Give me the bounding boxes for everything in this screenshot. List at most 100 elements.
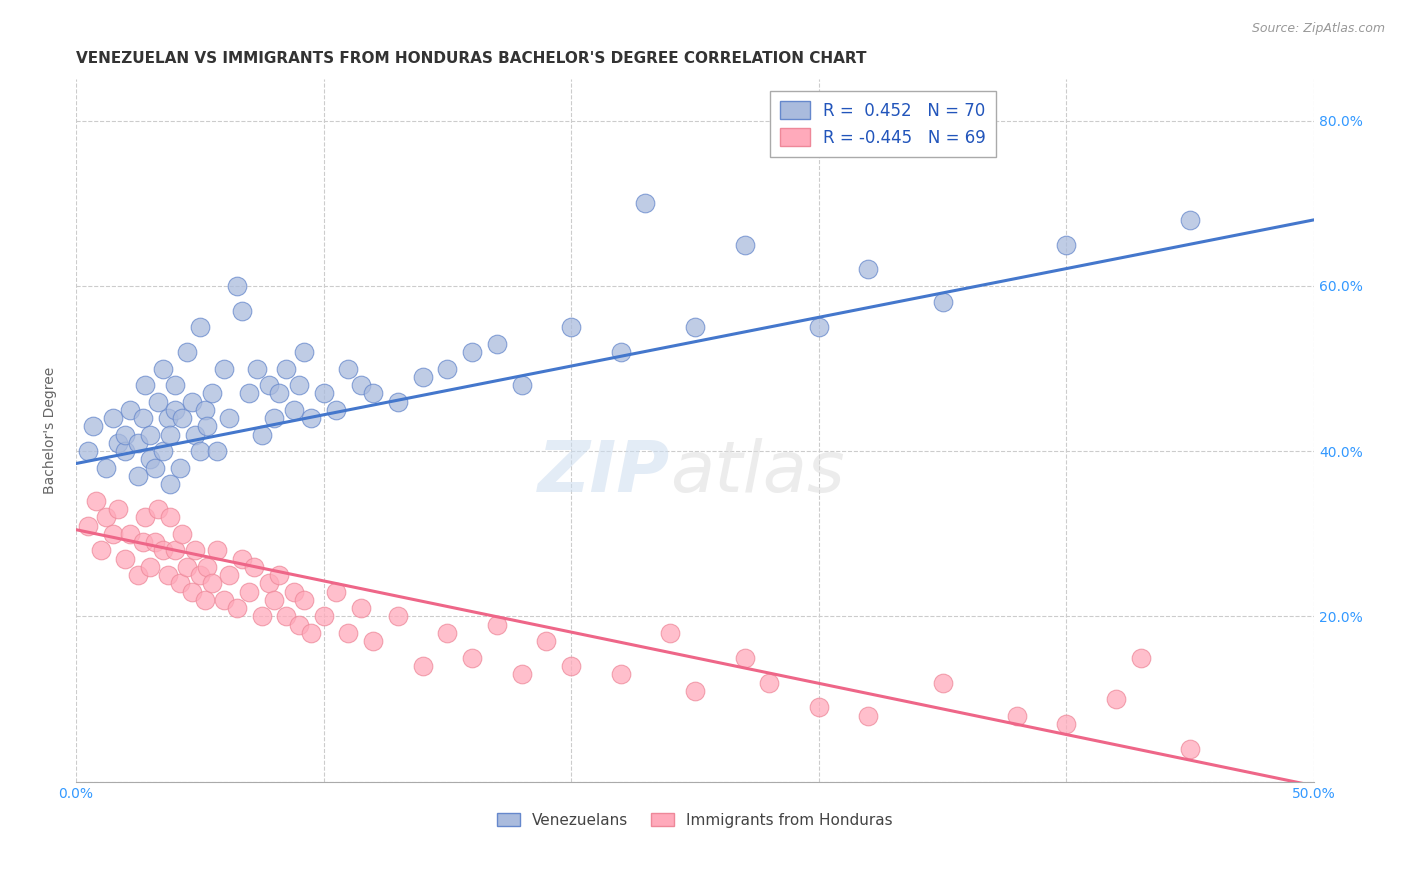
Point: [734, 237, 756, 252]
Point: [156, 411, 179, 425]
Point: [683, 683, 706, 698]
Point: [250, 609, 273, 624]
Point: [267, 568, 290, 582]
Point: [94, 510, 117, 524]
Point: [276, 609, 298, 624]
Point: [139, 452, 162, 467]
Point: [312, 609, 335, 624]
Point: [114, 427, 136, 442]
Point: [134, 378, 156, 392]
Point: [146, 502, 169, 516]
Point: [139, 559, 162, 574]
Point: [194, 402, 217, 417]
Point: [350, 601, 373, 615]
Point: [218, 568, 240, 582]
Point: [1105, 692, 1128, 706]
Point: [292, 593, 315, 607]
Point: [758, 675, 780, 690]
Point: [292, 345, 315, 359]
Point: [299, 411, 322, 425]
Point: [337, 361, 360, 376]
Point: [1056, 237, 1078, 252]
Point: [267, 386, 290, 401]
Point: [159, 510, 181, 524]
Point: [184, 427, 207, 442]
Point: [163, 402, 186, 417]
Point: [287, 378, 309, 392]
Point: [858, 708, 880, 723]
Point: [195, 419, 218, 434]
Point: [609, 345, 631, 359]
Point: [634, 196, 657, 211]
Point: [176, 559, 198, 574]
Point: [214, 361, 236, 376]
Point: [931, 295, 953, 310]
Point: [152, 444, 174, 458]
Point: [436, 626, 458, 640]
Point: [188, 568, 211, 582]
Point: [276, 361, 298, 376]
Point: [120, 526, 142, 541]
Point: [77, 518, 100, 533]
Point: [195, 559, 218, 574]
Point: [172, 526, 194, 541]
Text: Source: ZipAtlas.com: Source: ZipAtlas.com: [1251, 22, 1385, 36]
Point: [143, 535, 166, 549]
Point: [132, 535, 155, 549]
Point: [510, 378, 533, 392]
Point: [231, 303, 253, 318]
Point: [246, 361, 269, 376]
Point: [201, 386, 224, 401]
Point: [1129, 650, 1152, 665]
Point: [90, 543, 112, 558]
Point: [143, 460, 166, 475]
Point: [194, 593, 217, 607]
Point: [132, 411, 155, 425]
Point: [263, 593, 285, 607]
Point: [299, 626, 322, 640]
Point: [127, 568, 149, 582]
Point: [152, 543, 174, 558]
Point: [257, 378, 280, 392]
Point: [77, 444, 100, 458]
Point: [218, 411, 240, 425]
Y-axis label: Bachelor's Degree: Bachelor's Degree: [44, 367, 58, 494]
Point: [238, 584, 260, 599]
Point: [536, 634, 558, 648]
Point: [181, 394, 204, 409]
Point: [120, 402, 142, 417]
Point: [107, 436, 129, 450]
Text: VENEZUELAN VS IMMIGRANTS FROM HONDURAS BACHELOR'S DEGREE CORRELATION CHART: VENEZUELAN VS IMMIGRANTS FROM HONDURAS B…: [76, 51, 866, 66]
Point: [225, 601, 247, 615]
Point: [1005, 708, 1028, 723]
Point: [156, 568, 179, 582]
Point: [361, 386, 384, 401]
Point: [231, 551, 253, 566]
Point: [287, 617, 309, 632]
Point: [257, 576, 280, 591]
Point: [139, 427, 162, 442]
Point: [188, 444, 211, 458]
Legend: Venezuelans, Immigrants from Honduras: Venezuelans, Immigrants from Honduras: [491, 806, 900, 834]
Point: [387, 609, 409, 624]
Point: [84, 493, 107, 508]
Point: [107, 502, 129, 516]
Point: [169, 576, 191, 591]
Point: [560, 320, 582, 334]
Point: [485, 336, 508, 351]
Point: [205, 444, 228, 458]
Point: [683, 320, 706, 334]
Point: [283, 402, 305, 417]
Point: [163, 378, 186, 392]
Point: [94, 460, 117, 475]
Point: [325, 402, 347, 417]
Point: [1056, 716, 1078, 731]
Point: [159, 477, 181, 491]
Point: [184, 543, 207, 558]
Point: [461, 650, 484, 665]
Point: [114, 551, 136, 566]
Point: [412, 369, 434, 384]
Point: [176, 345, 198, 359]
Point: [205, 543, 228, 558]
Point: [188, 320, 211, 334]
